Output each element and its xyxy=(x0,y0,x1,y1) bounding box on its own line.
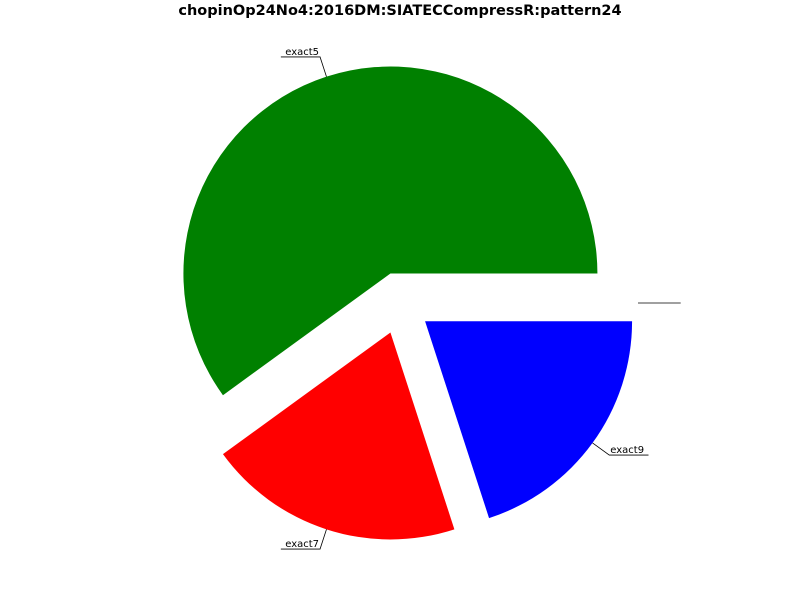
slice-label-group-exact7: exact7 xyxy=(280,529,327,550)
pie-slice-exact7 xyxy=(222,332,455,540)
leader-line-exact7 xyxy=(280,529,327,550)
chart-title: chopinOp24No4:2016DM:SIATECCompressR:pat… xyxy=(178,3,622,19)
slice-label-group-exact5: exact5 xyxy=(280,47,327,77)
leader-line-exact5 xyxy=(280,56,327,77)
pie-slice-exact9 xyxy=(425,321,633,519)
slices-layer xyxy=(183,66,633,540)
slice-label-exact7: exact7 xyxy=(285,539,319,550)
slice-label-exact5: exact5 xyxy=(285,47,319,58)
slice-label-exact9: exact9 xyxy=(610,445,644,456)
leader-line-exact9 xyxy=(592,442,649,456)
labels-layer: exact5 exact7 exact9 xyxy=(280,47,681,550)
pie-slice-exact5 xyxy=(183,66,598,396)
slice-label-group-exact9: exact9 xyxy=(592,442,649,456)
